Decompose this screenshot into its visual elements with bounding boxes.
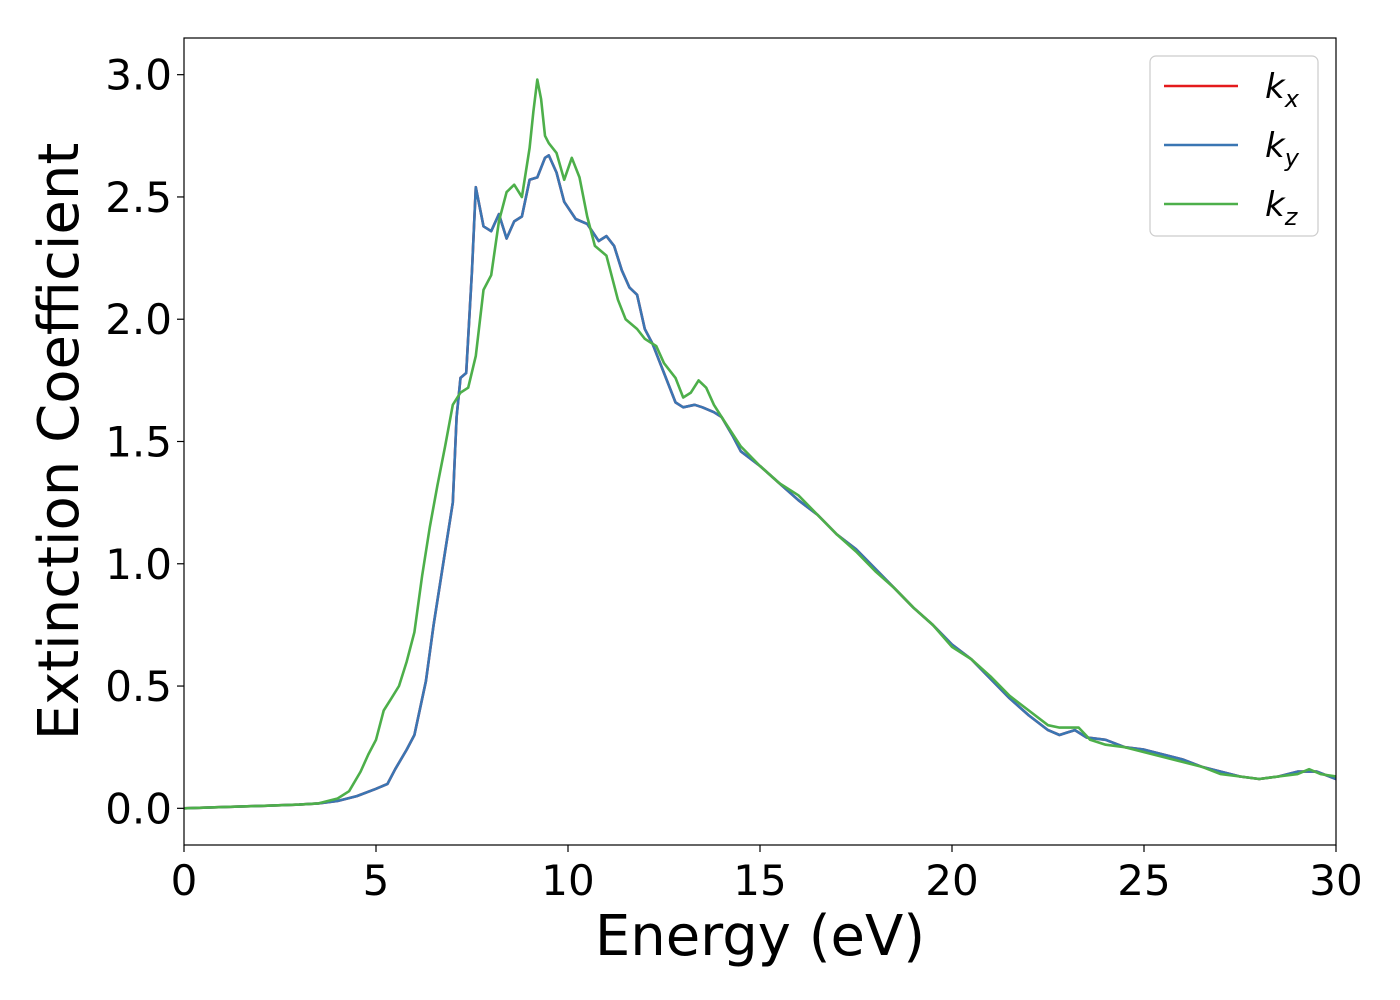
legend-label-y: ky <box>1265 126 1300 172</box>
y-tick-label: 1.5 <box>105 418 172 467</box>
legend-label-z: kz <box>1265 185 1299 231</box>
legend: kx ky kz <box>1149 55 1319 237</box>
series-line-z <box>184 78 1336 810</box>
x-tick-label: 20 <box>925 856 978 905</box>
axis-layer: 0 5 10 15 20 25 30 0.0 0.5 1.0 1.5 2.0 2.5 3.0 <box>105 37 1363 905</box>
y-axis-title: Extinction Coefficient <box>27 143 92 741</box>
x-tick-label: 5 <box>363 856 390 905</box>
legend-label-x: kx <box>1265 67 1300 113</box>
series-layer <box>184 78 1336 810</box>
x-axis-title: Energy (eV) <box>595 904 925 969</box>
y-tick-label: 2.5 <box>105 173 172 222</box>
x-tick-label: 25 <box>1117 856 1170 905</box>
x-tick-label: 0 <box>171 856 198 905</box>
y-tick-label: 2.0 <box>105 295 172 344</box>
x-tick-label: 15 <box>733 856 786 905</box>
x-tick-label: 30 <box>1309 856 1362 905</box>
y-tick-label: 0.5 <box>105 662 172 711</box>
y-tick-label: 3.0 <box>105 51 172 100</box>
y-tick-label: 0.0 <box>105 784 172 833</box>
y-tick-label: 1.0 <box>105 540 172 589</box>
x-tick-label: 10 <box>541 856 594 905</box>
